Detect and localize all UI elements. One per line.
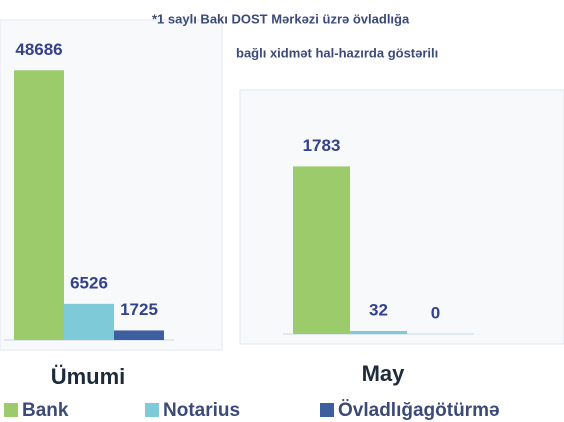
annotation: *1 saylı Bakı DOST Mərkəzi üzrə övladlığ… — [152, 11, 410, 26]
category-title: May — [362, 361, 406, 386]
value-label: 32 — [369, 300, 388, 319]
bar — [350, 330, 407, 334]
value-label: 0 — [431, 303, 440, 322]
value-label: 1783 — [303, 136, 341, 155]
legend-swatch — [4, 403, 18, 417]
bar — [14, 70, 64, 341]
bar — [293, 166, 350, 334]
panel — [239, 89, 564, 345]
legend-label: Bank — [22, 400, 69, 421]
legend-swatch — [145, 403, 159, 417]
legend-swatch — [320, 403, 334, 417]
annotation: bağlı xidmət hal-hazırda göstərilı — [236, 45, 438, 60]
bar — [114, 330, 164, 340]
value-label: 6526 — [70, 273, 108, 292]
value-label: 48686 — [15, 40, 62, 59]
category-title: Ümumi — [51, 364, 126, 389]
bar — [64, 303, 114, 340]
value-label: 1725 — [120, 300, 158, 319]
legend-label: Övladlığagötürmə — [338, 400, 500, 421]
legend-label: Notarius — [163, 400, 240, 421]
